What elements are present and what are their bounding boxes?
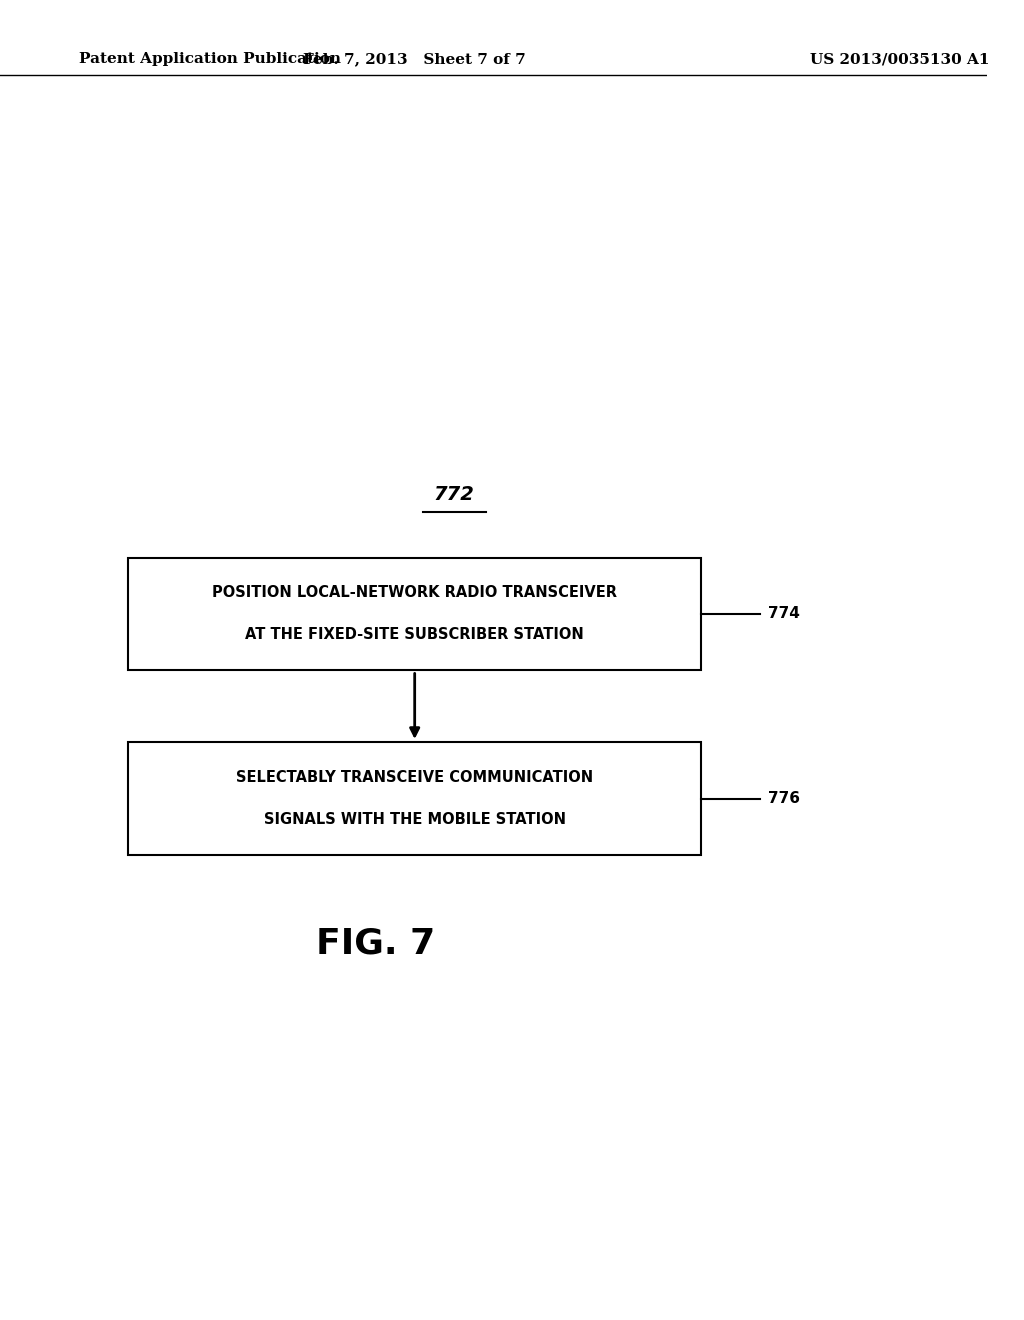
Text: POSITION LOCAL-NETWORK RADIO TRANSCEIVER: POSITION LOCAL-NETWORK RADIO TRANSCEIVER (212, 585, 617, 601)
Text: AT THE FIXED-SITE SUBSCRIBER STATION: AT THE FIXED-SITE SUBSCRIBER STATION (246, 627, 584, 643)
FancyBboxPatch shape (128, 742, 701, 855)
Text: US 2013/0035130 A1: US 2013/0035130 A1 (810, 53, 989, 66)
Text: Feb. 7, 2013   Sheet 7 of 7: Feb. 7, 2013 Sheet 7 of 7 (303, 53, 526, 66)
Text: 776: 776 (768, 791, 800, 807)
Text: FIG. 7: FIG. 7 (315, 927, 435, 961)
FancyBboxPatch shape (128, 557, 701, 671)
Text: SIGNALS WITH THE MOBILE STATION: SIGNALS WITH THE MOBILE STATION (264, 812, 565, 828)
Text: 772: 772 (434, 486, 474, 504)
Text: Patent Application Publication: Patent Application Publication (79, 53, 341, 66)
Text: SELECTABLY TRANSCEIVE COMMUNICATION: SELECTABLY TRANSCEIVE COMMUNICATION (237, 770, 593, 785)
Text: 774: 774 (768, 606, 800, 622)
